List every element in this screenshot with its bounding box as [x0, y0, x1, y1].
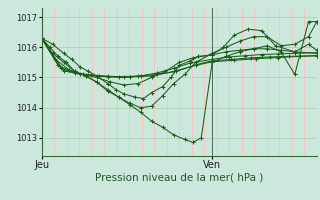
X-axis label: Pression niveau de la mer( hPa ): Pression niveau de la mer( hPa )	[95, 173, 263, 183]
